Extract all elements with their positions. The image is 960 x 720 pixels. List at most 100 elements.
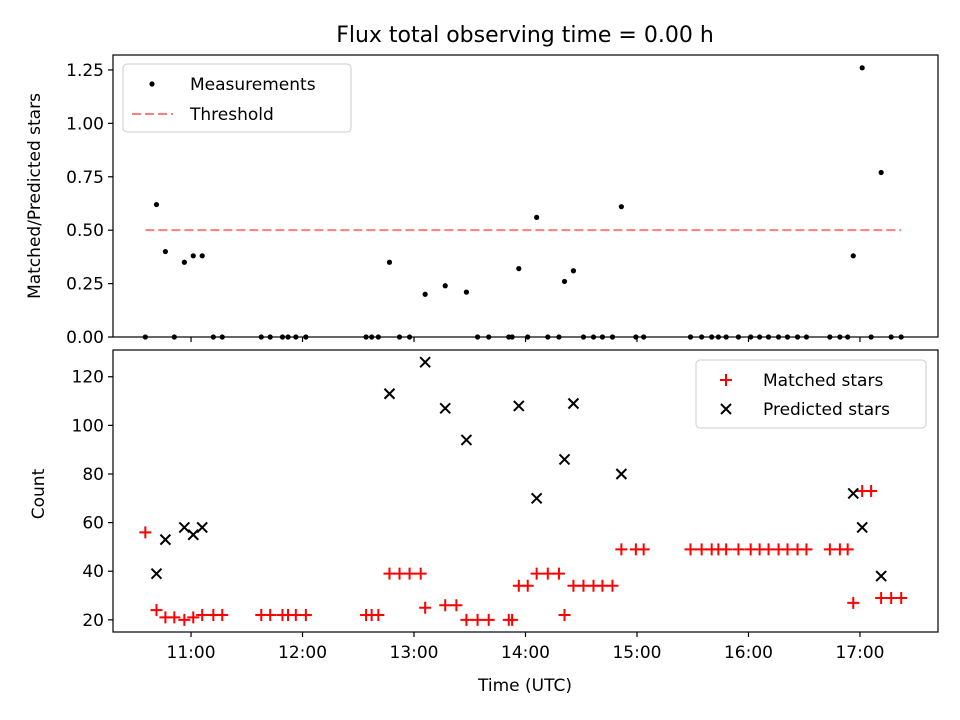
- measurement-point: [878, 169, 884, 176]
- measurement-point: [303, 334, 309, 340]
- measurement-point: [293, 334, 299, 340]
- matched-star-point: [264, 608, 277, 621]
- predicted-star-point: [460, 434, 473, 446]
- matched-star-point: [216, 608, 229, 621]
- matched-star-point: [187, 611, 200, 624]
- measurement-point: [633, 334, 639, 340]
- predicted-legend-marker: [720, 403, 732, 415]
- matched-star-point: [684, 543, 697, 556]
- top-axes: 0.00 0.25 0.50 0.75 1.00 1.25 Matched/Predict…: [25, 54, 939, 348]
- measurement-point: [827, 334, 833, 340]
- measurement-point: [516, 266, 522, 272]
- measurement-point: [463, 289, 470, 295]
- legend-predicted-stars: Predicted stars: [763, 400, 890, 420]
- measurement-point: [509, 334, 515, 340]
- matched-star-point: [419, 601, 432, 614]
- measurement-point: [534, 214, 540, 220]
- measurement-point: [888, 334, 894, 340]
- matched-star-point: [150, 604, 163, 617]
- top-y-axis-label: Matched/Predicted stars: [25, 93, 45, 299]
- matched-star-point: [139, 526, 152, 539]
- measurement-point: [153, 201, 160, 208]
- measurement-point: [845, 334, 851, 340]
- matched-star-point: [552, 567, 565, 580]
- bottom-ytick-label: 100: [72, 416, 104, 436]
- legend-threshold: Threshold: [189, 105, 274, 125]
- measurement-point: [545, 334, 551, 340]
- matched-star-point: [414, 567, 427, 580]
- measurement-point: [859, 65, 865, 71]
- measurement-point: [618, 204, 624, 210]
- matched-star-point: [289, 608, 302, 621]
- measurement-point: [868, 334, 874, 340]
- matched-star-point: [299, 608, 312, 621]
- predicted-star-point: [187, 529, 199, 541]
- measurement-point: [258, 334, 264, 340]
- measurement-point: [757, 334, 763, 340]
- measurement-point: [748, 334, 754, 340]
- predicted-star-point: [159, 533, 172, 546]
- matched-star-point: [596, 579, 609, 592]
- measurement-point: [850, 253, 856, 259]
- predicted-star-point: [530, 492, 543, 505]
- bottom-xtick-label: 14:00: [501, 643, 550, 663]
- matched-star-point: [567, 579, 580, 592]
- top-ytick-label: 0.50: [66, 221, 104, 241]
- measurement-point: [556, 334, 562, 340]
- matched-star-point: [695, 543, 708, 556]
- matched-star-point: [168, 611, 181, 624]
- matched-star-point: [732, 543, 745, 556]
- measurement-point: [580, 334, 587, 340]
- measurement-point: [486, 334, 492, 340]
- measurement-point: [369, 334, 375, 340]
- predicted-star-point: [383, 388, 396, 400]
- measurement-point: [599, 334, 606, 340]
- measurement-point: [406, 334, 413, 340]
- matched-star-point: [875, 591, 888, 604]
- measurement-point: [687, 334, 694, 340]
- bottom-ytick-label: 40: [82, 562, 104, 582]
- top-legend: Measurements Threshold: [122, 63, 352, 133]
- measurement-point: [723, 334, 729, 340]
- measurement-point: [210, 334, 216, 340]
- matched-star-point: [781, 543, 794, 556]
- measurements-legend-marker: [149, 81, 155, 87]
- matched-stars-points: [139, 485, 908, 626]
- top-y-ticks: 0.00 0.25 0.50 0.75 1.00 1.25: [66, 61, 113, 348]
- measurement-point: [142, 334, 148, 340]
- bottom-axes: 20 40 60 80 100 120 11:00 12:00 13:00 14:00 15:00…: [29, 349, 939, 696]
- bottom-xtick-label: 12:00: [278, 643, 327, 663]
- bottom-xtick-label: 13:00: [390, 643, 439, 663]
- matched-star-point: [558, 608, 571, 621]
- chart-title: Flux total observing time = 0.00 h: [336, 23, 714, 48]
- legend-matched-stars: Matched stars: [763, 371, 883, 391]
- measurement-point: [375, 334, 381, 340]
- matched-star-point: [530, 567, 543, 580]
- predicted-star-point: [567, 397, 580, 410]
- measurement-point: [561, 278, 568, 285]
- measurement-point: [570, 268, 577, 274]
- legend-measurements: Measurements: [190, 75, 316, 95]
- matched-star-point: [823, 543, 836, 556]
- measurement-point: [181, 259, 187, 265]
- matched-star-point: [841, 543, 854, 556]
- top-legend-box: [122, 63, 352, 133]
- bottom-x-ticks: 11:00 12:00 13:00 14:00 15:00 16:00 17:00: [167, 632, 884, 663]
- measurement-point: [219, 334, 225, 340]
- measurement-point: [525, 334, 531, 340]
- bottom-ytick-label: 60: [82, 514, 104, 534]
- bottom-xtick-label: 11:00: [167, 643, 216, 663]
- measurement-point: [199, 253, 205, 259]
- measurement-point: [837, 334, 843, 340]
- matched-star-point: [541, 567, 554, 580]
- matched-legend-marker: [720, 374, 732, 386]
- matched-star-point: [606, 579, 619, 592]
- predicted-star-point: [856, 521, 868, 534]
- measurement-point: [715, 334, 721, 340]
- predicted-star-point: [513, 400, 525, 412]
- measurement-point: [735, 334, 742, 340]
- matched-star-point: [196, 608, 209, 621]
- matched-star-point: [762, 543, 775, 556]
- matched-star-point: [372, 608, 385, 621]
